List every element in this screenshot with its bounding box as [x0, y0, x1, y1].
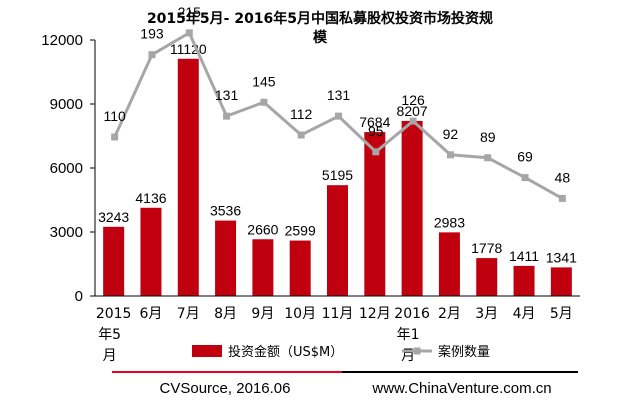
y-tick-label: 0	[75, 288, 83, 305]
chart-title: 2015年5月- 2016年5月中国私募股权投资市场投资规	[147, 10, 493, 27]
bar	[289, 240, 311, 296]
line-point	[409, 117, 417, 125]
bar-value-label: 2599	[285, 223, 316, 239]
line-point	[372, 148, 380, 156]
x-tick-label: 6月	[140, 306, 163, 322]
line-point	[185, 29, 193, 37]
line-value-label: 193	[140, 26, 164, 42]
bar	[550, 267, 572, 296]
line-value-label: 89	[480, 129, 496, 145]
bar-value-label: 7684	[359, 114, 390, 130]
bar-series: 3243 4136 11120 3536 2660 2599 5195 7684 8207 298…	[98, 41, 577, 297]
legend-line-marker	[413, 347, 421, 355]
footer-website: www.ChinaVenture.com.cn	[371, 380, 551, 397]
line-point	[521, 174, 529, 182]
x-tick-label: 2月	[438, 306, 461, 322]
x-tick-label: 9月	[251, 306, 274, 322]
legend-bar-label: 投资金额（US$M）	[228, 344, 343, 360]
bar	[438, 232, 460, 296]
x-tick-label: 5月	[550, 306, 573, 322]
bar-value-label: 4136	[135, 190, 166, 206]
x-tick-label: 11月	[322, 306, 354, 322]
line-value-label: 131	[215, 87, 239, 103]
line-point	[297, 131, 305, 139]
x-tick-label: 4月	[513, 306, 536, 322]
bar-value-label: 3536	[210, 203, 241, 219]
line-point	[223, 112, 231, 120]
bar	[513, 265, 535, 296]
line-value-label: 92	[443, 126, 459, 142]
line-point	[111, 133, 119, 141]
x-tick-label: 7月	[177, 306, 200, 322]
legend: 投资金额（US$M） 案例数量	[192, 344, 490, 360]
bar-value-label: 11120	[170, 41, 207, 57]
bar-value-label: 1778	[471, 240, 502, 256]
line-point	[335, 112, 342, 120]
footer: CVSource, 2016.06 www.ChinaVenture.com.c…	[112, 371, 578, 397]
x-tick-label: 2015 年5 月	[96, 306, 132, 364]
bar-value-label: 2983	[434, 214, 465, 230]
y-tick-label: 6000	[50, 160, 83, 177]
line-value-label: 48	[555, 169, 571, 185]
bar-value-label: 3243	[98, 209, 129, 225]
chart-title-continuation: 模	[313, 29, 328, 46]
x-tick-label: 3月	[475, 306, 498, 322]
x-tick-label: 8月	[214, 306, 237, 322]
line-value-label: 69	[517, 149, 533, 165]
bar-value-label: 1411	[509, 248, 539, 264]
line-point	[484, 154, 492, 162]
line-point	[260, 98, 268, 106]
line-value-label: 215	[178, 4, 202, 20]
legend-bar-swatch	[192, 345, 222, 357]
line-point	[148, 51, 156, 59]
line-point	[558, 194, 566, 202]
line-value-label: 110	[103, 108, 126, 124]
line-value-label: 145	[252, 73, 276, 89]
y-tick-label: 12000	[41, 32, 83, 49]
footer-source: CVSource, 2016.06	[160, 380, 291, 397]
y-tick-label: 3000	[50, 224, 83, 241]
bar-value-label: 8207	[397, 103, 428, 119]
bar	[476, 258, 498, 296]
x-tick-label: 10月	[284, 306, 316, 322]
bar	[177, 58, 199, 297]
bar	[327, 185, 348, 296]
line-point	[446, 151, 454, 159]
bar	[140, 207, 162, 296]
bar	[401, 120, 423, 297]
bar	[215, 220, 237, 296]
legend-line-label: 案例数量	[438, 345, 490, 360]
line-series: 110 193 215 131 145 112 131 95 126 92 89 69 48	[103, 4, 570, 202]
x-axis: 2015 年5 月 6月 7月 8月 9月 10月 11月 12月 2016 年1 月 2月 3月 4月 5月	[95, 295, 580, 364]
line-value-label: 131	[327, 87, 351, 103]
bar-value-label: 5195	[322, 167, 353, 183]
y-tick-label: 9000	[50, 96, 83, 113]
bar	[252, 239, 274, 296]
bar-value-label: 2660	[247, 221, 278, 237]
bar	[364, 132, 386, 296]
line-value-label: 112	[290, 106, 313, 122]
bar-value-label: 1341	[546, 249, 577, 265]
line-value-label: 95	[368, 123, 384, 139]
bar	[103, 226, 125, 296]
x-tick-label: 12月	[359, 306, 391, 322]
line-value-label: 126	[401, 92, 425, 108]
x-tick-label: 2016 年1 月	[394, 306, 430, 364]
y-axis: 0 3000 6000 9000 12000	[41, 32, 96, 305]
